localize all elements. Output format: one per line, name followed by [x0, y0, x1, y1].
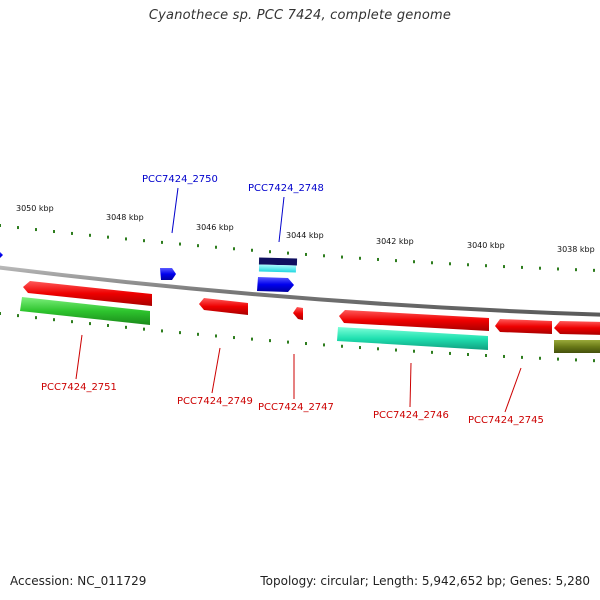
gene-right-edge-red[interactable] [554, 321, 600, 335]
label-pcc7424-2747[interactable]: PCC7424_2747 [258, 402, 334, 413]
kbp-label-3050: 3050 kbp [16, 204, 54, 213]
kbp-label-3038: 3038 kbp [557, 245, 595, 254]
gene-cyan[interactable] [258, 264, 297, 273]
gene-pcc7424-2748[interactable] [257, 277, 294, 292]
gene-left-edge-blue[interactable] [0, 250, 3, 260]
leader-lines [75, 187, 522, 413]
gene-pcc7424-2746-teal[interactable] [337, 327, 488, 350]
gene-pcc7424-2750[interactable] [160, 268, 176, 280]
gene-pcc7424-2751-green[interactable] [20, 297, 150, 325]
kbp-labels: 3050 kbp 3048 kbp 3046 kbp 3044 kbp 3042… [16, 204, 595, 254]
kbp-label-3046: 3046 kbp [196, 223, 234, 232]
upper-scale-ticks [0, 224, 595, 272]
leader-2751 [75, 334, 83, 380]
gene-pcc7424-2746-red[interactable] [339, 310, 489, 331]
kbp-label-3042: 3042 kbp [376, 237, 414, 246]
gene-pcc7424-2749[interactable] [199, 298, 248, 315]
kbp-label-3048: 3048 kbp [106, 213, 144, 222]
gene-pcc7424-2745[interactable] [495, 319, 552, 334]
gene-right-edge-olive[interactable] [554, 340, 600, 353]
leader-2745 [504, 367, 522, 413]
kbp-label-3044: 3044 kbp [286, 231, 324, 240]
map-title: Cyanothece sp. PCC 7424, complete genome [148, 8, 452, 23]
accession-text: Accession: NC_011729 [10, 574, 147, 588]
leader-2750 [171, 187, 179, 234]
gene-pcc7424-2747[interactable] [293, 307, 303, 320]
label-pcc7424-2746[interactable]: PCC7424_2746 [373, 410, 449, 421]
label-pcc7424-2751[interactable]: PCC7424_2751 [41, 382, 117, 393]
kbp-label-3040: 3040 kbp [467, 241, 505, 250]
label-pcc7424-2749[interactable]: PCC7424_2749 [177, 396, 253, 407]
gene-pcc7424-2751-red[interactable] [23, 281, 152, 306]
label-pcc7424-2745[interactable]: PCC7424_2745 [468, 415, 544, 426]
summary-text: Topology: circular; Length: 5,942,652 bp… [260, 574, 590, 588]
leader-2749 [211, 347, 221, 394]
label-pcc7424-2748[interactable]: PCC7424_2748 [248, 183, 324, 194]
leader-2746 [409, 362, 412, 408]
label-pcc7424-2750[interactable]: PCC7424_2750 [142, 174, 218, 185]
leader-2748 [278, 196, 285, 243]
gene-dark-navy[interactable] [258, 257, 298, 266]
genome-backbone [0, 265, 600, 317]
lower-scale-ticks [0, 312, 595, 363]
